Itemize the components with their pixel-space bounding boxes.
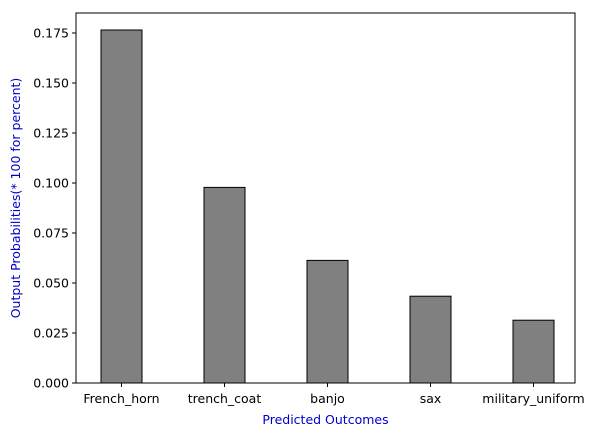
y-tick-label: 0.175 xyxy=(33,26,69,41)
bar-trench_coat xyxy=(203,186,246,384)
y-axis: 0.000 0.025 0.050 0.075 0.100 0.125 0.150 0.175 xyxy=(33,26,76,391)
x-axis: French_horn trench_coat banjo sax military_u… xyxy=(83,383,585,406)
x-tick-label: French_horn xyxy=(83,391,159,406)
x-tick-label: military_uniform xyxy=(482,391,584,406)
x-axis-label: Predicted Outcomes xyxy=(262,412,388,427)
bar-military_uniform xyxy=(512,319,555,384)
bar-sax xyxy=(409,295,452,384)
y-tick-label: 0.125 xyxy=(33,126,69,141)
y-tick-label: 0.000 xyxy=(33,376,69,391)
y-axis-label: Output Probabilities(* 100 for percent) xyxy=(8,78,23,319)
y-tick-label: 0.100 xyxy=(33,176,69,191)
y-tick-label: 0.075 xyxy=(33,226,69,241)
plot-frame xyxy=(75,12,576,384)
bars-group xyxy=(100,29,555,384)
bar-banjo xyxy=(306,259,349,384)
bar-French_horn xyxy=(100,29,143,384)
y-tick-label: 0.150 xyxy=(33,76,69,91)
y-tick-label: 0.050 xyxy=(33,276,69,291)
x-tick-label: trench_coat xyxy=(188,391,262,406)
y-tick-label: 0.025 xyxy=(33,326,69,341)
x-tick-label: sax xyxy=(420,391,442,406)
x-tick-label: banjo xyxy=(310,391,345,406)
